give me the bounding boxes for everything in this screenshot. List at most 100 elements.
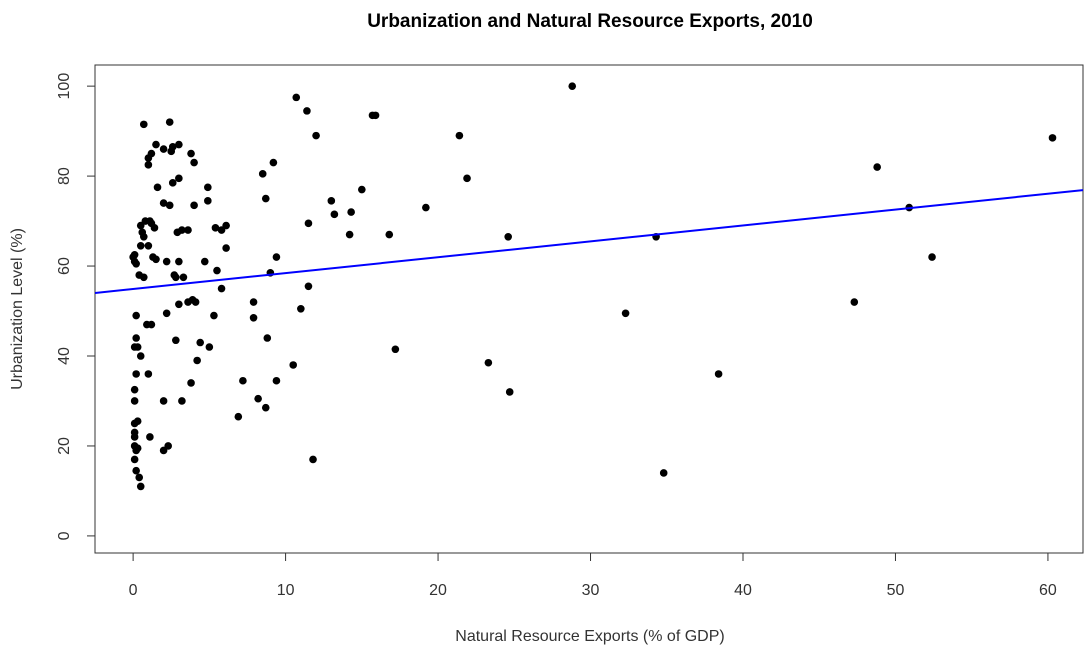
point — [422, 203, 430, 212]
point — [175, 140, 183, 149]
point — [193, 356, 201, 365]
point — [297, 304, 305, 313]
point — [304, 282, 313, 291]
point — [136, 242, 145, 250]
point — [130, 385, 139, 394]
point — [222, 221, 230, 230]
point — [249, 313, 258, 322]
point — [272, 376, 281, 385]
point — [144, 242, 153, 250]
point — [213, 266, 221, 275]
point — [249, 298, 258, 306]
point — [263, 334, 272, 342]
point — [153, 183, 162, 192]
point — [292, 93, 301, 102]
point — [254, 394, 262, 403]
point — [463, 174, 471, 183]
point — [165, 201, 174, 210]
point — [455, 131, 464, 140]
point — [132, 259, 140, 268]
point — [659, 469, 668, 477]
point — [162, 309, 171, 318]
point — [168, 143, 177, 151]
point — [133, 343, 142, 351]
point — [196, 338, 205, 347]
y-tick-label: 80 — [56, 167, 73, 185]
point — [179, 273, 188, 282]
point — [568, 82, 577, 90]
point — [204, 183, 212, 192]
point — [621, 309, 630, 318]
point — [505, 388, 514, 396]
point — [147, 149, 156, 158]
plot-frame — [94, 64, 1084, 554]
point — [210, 311, 218, 320]
point — [187, 149, 195, 158]
point — [168, 179, 177, 187]
point — [358, 185, 366, 194]
point — [484, 358, 493, 367]
y-tick-label: 0 — [56, 531, 73, 540]
point — [136, 482, 145, 491]
point — [133, 444, 142, 453]
point — [175, 174, 183, 183]
point — [714, 370, 723, 378]
point — [385, 230, 394, 239]
point — [147, 320, 156, 329]
point — [289, 361, 298, 369]
point — [146, 433, 154, 441]
point — [178, 397, 186, 405]
point — [172, 336, 180, 345]
point — [139, 120, 148, 129]
y-tick-label: 100 — [56, 73, 73, 100]
point — [144, 161, 153, 169]
point — [269, 158, 278, 167]
point — [928, 253, 936, 261]
point — [204, 197, 212, 205]
point — [162, 257, 171, 266]
point — [504, 233, 512, 241]
point — [130, 455, 139, 464]
x-tick-label: 40 — [734, 582, 752, 599]
point — [217, 284, 226, 293]
point — [309, 455, 317, 464]
y-tick-label: 60 — [56, 257, 73, 275]
point — [347, 208, 355, 216]
point — [190, 201, 198, 210]
point — [239, 376, 247, 385]
point — [130, 433, 139, 441]
point — [135, 473, 144, 482]
point — [850, 298, 859, 306]
chart-title: Urbanization and Natural Resource Export… — [367, 11, 813, 32]
point — [211, 224, 220, 232]
point — [132, 370, 140, 378]
point — [132, 334, 140, 342]
x-tick-label: 10 — [277, 582, 295, 599]
point — [159, 145, 168, 153]
x-axis-label: Natural Resource Exports (% of GDP) — [455, 628, 724, 645]
point — [187, 379, 195, 387]
point — [261, 403, 270, 412]
point — [172, 273, 180, 282]
point — [133, 417, 142, 426]
point — [303, 107, 311, 115]
point — [200, 257, 209, 266]
point — [175, 257, 183, 266]
point — [132, 311, 140, 320]
point — [371, 111, 380, 120]
point — [144, 370, 153, 378]
point — [130, 397, 139, 405]
x-tick-label: 60 — [1039, 582, 1057, 599]
point — [261, 194, 270, 203]
y-axis-label: Urbanization Level (%) — [9, 228, 26, 390]
y-tick-label: 20 — [56, 437, 73, 455]
point — [165, 118, 174, 126]
point — [159, 397, 168, 405]
x-tick-label: 0 — [129, 582, 138, 599]
point — [304, 219, 313, 228]
point — [130, 251, 139, 259]
point — [139, 273, 148, 282]
point — [164, 442, 172, 450]
point — [184, 226, 192, 234]
